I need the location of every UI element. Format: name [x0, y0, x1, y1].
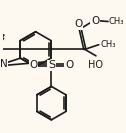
Text: O: O	[65, 60, 73, 70]
Text: N: N	[0, 59, 8, 69]
Text: O: O	[91, 16, 99, 26]
Text: O: O	[30, 60, 38, 70]
Text: O: O	[74, 19, 82, 29]
Text: CH₃: CH₃	[101, 40, 116, 49]
Text: HO: HO	[88, 60, 103, 70]
Text: S: S	[48, 60, 55, 70]
Text: CH₃: CH₃	[109, 17, 124, 26]
